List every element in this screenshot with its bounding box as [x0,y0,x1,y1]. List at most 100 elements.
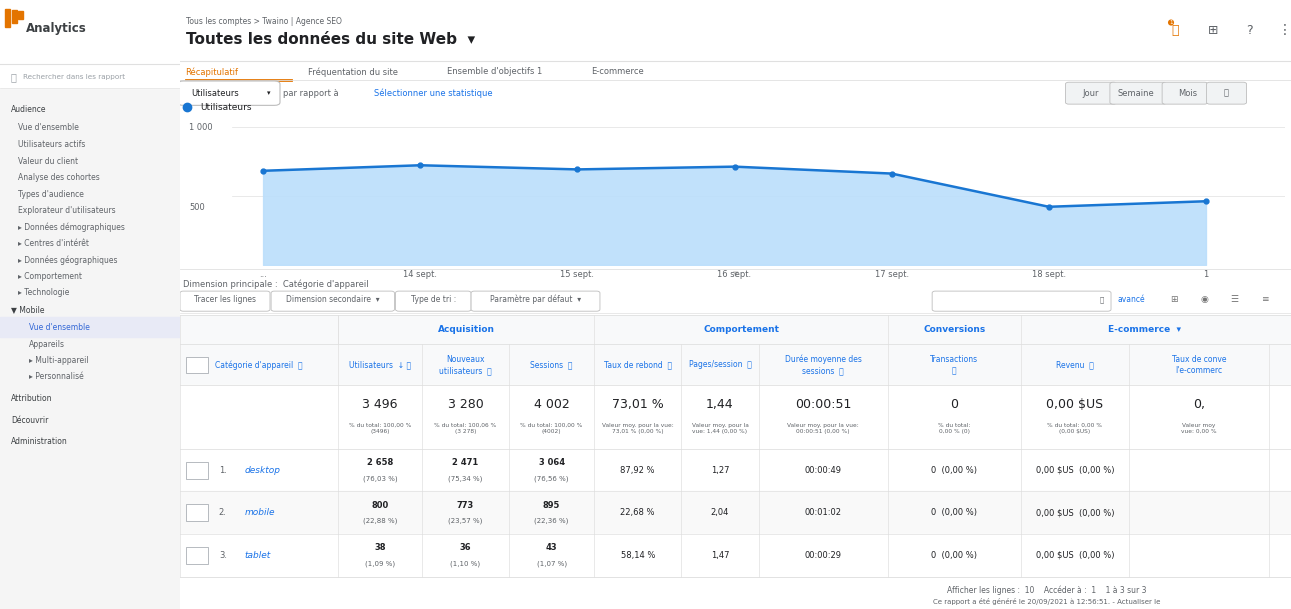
Text: ▸ Données géographiques: ▸ Données géographiques [18,255,117,265]
Text: Pages/session  ⓘ: Pages/session ⓘ [688,361,751,369]
Text: Rechercher dans les rapport: Rechercher dans les rapport [23,74,125,80]
FancyBboxPatch shape [471,291,600,311]
Text: Attribution: Attribution [10,395,53,403]
Text: ▸ Comportement: ▸ Comportement [18,272,83,281]
Text: avancé: avancé [1118,295,1145,304]
Text: ▸ Personnalisé: ▸ Personnalisé [28,373,84,381]
Text: 0,: 0, [1193,398,1205,411]
Bar [179,385,1291,449]
Text: Durée moyenne des
sessions  ⓘ: Durée moyenne des sessions ⓘ [785,354,861,375]
Text: (1,07 %): (1,07 %) [537,560,567,567]
Text: ☰: ☰ [1230,295,1238,304]
Text: 0  (0,00 %): 0 (0,00 %) [931,551,977,560]
Text: Vue d'ensemble: Vue d'ensemble [18,124,79,132]
Bar [0,0,179,64]
Text: Acquisition: Acquisition [438,325,494,334]
Text: 0  (0,00 %): 0 (0,00 %) [931,465,977,474]
Text: 0,00 $US  (0,00 %): 0,00 $US (0,00 %) [1035,551,1114,560]
Text: Vue d'ensemble: Vue d'ensemble [28,323,89,332]
Text: 3 496: 3 496 [363,398,398,411]
Text: ▼ Mobile: ▼ Mobile [10,305,44,314]
Bar [0,64,179,88]
Text: ▸ Données démographiques: ▸ Données démographiques [18,222,125,232]
Text: 43: 43 [546,543,558,552]
Text: 2 471: 2 471 [452,458,479,467]
Text: 0,00 $US  (0,00 %): 0,00 $US (0,00 %) [1035,508,1114,517]
Text: Conversions: Conversions [923,325,985,334]
Text: 36: 36 [460,543,471,552]
Text: Comportement: Comportement [704,325,778,334]
Text: Tous les comptes > Twaino | Agence SEO: Tous les comptes > Twaino | Agence SEO [186,17,341,26]
Text: Valeur moy. pour la vue:
73,01 % (0,00 %): Valeur moy. pour la vue: 73,01 % (0,00 %… [602,423,674,434]
Text: 00:01:02: 00:01:02 [804,508,842,517]
Text: Administration: Administration [10,437,67,446]
Text: 3.: 3. [219,551,227,560]
Bar [179,0,1291,61]
Text: Audience: Audience [10,105,46,114]
Text: 2.: 2. [219,508,227,517]
Text: mobile: mobile [244,508,275,517]
Text: 4 002: 4 002 [533,398,569,411]
Text: 1.: 1. [219,465,227,474]
Text: Utilisateurs  ↓ ⓘ: Utilisateurs ↓ ⓘ [349,361,411,369]
Text: Sélectionner une statistique: Sélectionner une statistique [374,88,493,98]
FancyBboxPatch shape [186,504,208,521]
Text: par rapport à: par rapport à [283,89,340,97]
Text: ?: ? [1247,24,1254,37]
Text: 1,44: 1,44 [706,398,733,411]
FancyBboxPatch shape [1207,82,1247,104]
Text: Mois: Mois [1179,89,1197,97]
Text: Valeur moy. pour la
vue: 1,44 (0,00 %): Valeur moy. pour la vue: 1,44 (0,00 %) [692,423,749,434]
Text: Ce rapport a été généré le 20/09/2021 à 12:56:51. - Actualiser le: Ce rapport a été généré le 20/09/2021 à … [933,598,1161,605]
Text: Nouveaux
utilisateurs  ⓘ: Nouveaux utilisateurs ⓘ [439,355,492,375]
FancyBboxPatch shape [178,81,280,105]
Text: ▸ Multi-appareil: ▸ Multi-appareil [28,356,88,365]
Text: ▸ Technologie: ▸ Technologie [18,289,70,297]
Text: Dimension secondaire  ▾: Dimension secondaire ▾ [285,295,380,304]
Text: 00:00:49: 00:00:49 [804,465,842,474]
Text: Tracer les lignes: Tracer les lignes [194,295,256,304]
Text: Récapitulatif: Récapitulatif [186,67,239,77]
Text: ⊞: ⊞ [1171,295,1179,304]
FancyBboxPatch shape [932,291,1112,311]
Text: Toutes les données du site Web  ▾: Toutes les données du site Web ▾ [186,32,475,47]
Text: E-commerce  ▾: E-commerce ▾ [1109,325,1181,334]
Text: % du total: 0,00 %
(0,00 $US): % du total: 0,00 % (0,00 $US) [1047,423,1103,434]
Text: (22,36 %): (22,36 %) [534,518,569,524]
Text: 87,92 %: 87,92 % [621,465,655,474]
FancyBboxPatch shape [186,357,208,373]
Text: 773: 773 [457,501,474,510]
Bar [179,449,1291,491]
Text: 0,00 $US: 0,00 $US [1046,398,1104,411]
FancyBboxPatch shape [395,291,471,311]
Text: 🔔: 🔔 [1172,24,1179,37]
Text: Sessions  ⓘ: Sessions ⓘ [531,361,573,369]
Text: Afficher les lignes :  10    Accéder à :  1    1 à 3 sur 3: Afficher les lignes : 10 Accéder à : 1 1… [946,585,1146,594]
Text: % du total:
0,00 % (0): % du total: 0,00 % (0) [939,423,971,434]
Text: Ensemble d'objectifs 1: Ensemble d'objectifs 1 [447,68,542,76]
Bar [179,534,1291,577]
Text: Type de tri :: Type de tri : [411,295,456,304]
Text: Dimension principale :  Catégorie d'appareil: Dimension principale : Catégorie d'appar… [183,280,369,289]
Text: Taux de conve
l'e-commerc: Taux de conve l'e-commerc [1171,355,1226,375]
Text: 🔍: 🔍 [1100,297,1104,303]
Text: 1 000: 1 000 [188,124,213,132]
Bar [179,491,1291,534]
Text: tablet: tablet [244,551,271,560]
Text: % du total: 100,00 %
(4002): % du total: 100,00 % (4002) [520,423,582,434]
Text: 1: 1 [1170,20,1172,25]
Text: ⋮: ⋮ [1277,24,1291,37]
Text: E-commerce: E-commerce [591,68,644,76]
Text: 73,01 %: 73,01 % [612,398,664,411]
Text: Valeur du client: Valeur du client [18,157,79,166]
Text: 00:00:51: 00:00:51 [795,398,852,411]
Text: Explorateur d'utilisateurs: Explorateur d'utilisateurs [18,206,116,215]
Bar [5,9,10,27]
Text: 📈: 📈 [1224,89,1229,97]
Text: ▸ Centres d'intérêt: ▸ Centres d'intérêt [18,239,89,248]
Text: ⊞: ⊞ [1208,24,1219,37]
Text: 0,00 $US  (0,00 %): 0,00 $US (0,00 %) [1035,465,1114,474]
Text: 38: 38 [374,543,386,552]
Text: 00:00:29: 00:00:29 [804,551,842,560]
Text: Jour: Jour [1083,89,1099,97]
